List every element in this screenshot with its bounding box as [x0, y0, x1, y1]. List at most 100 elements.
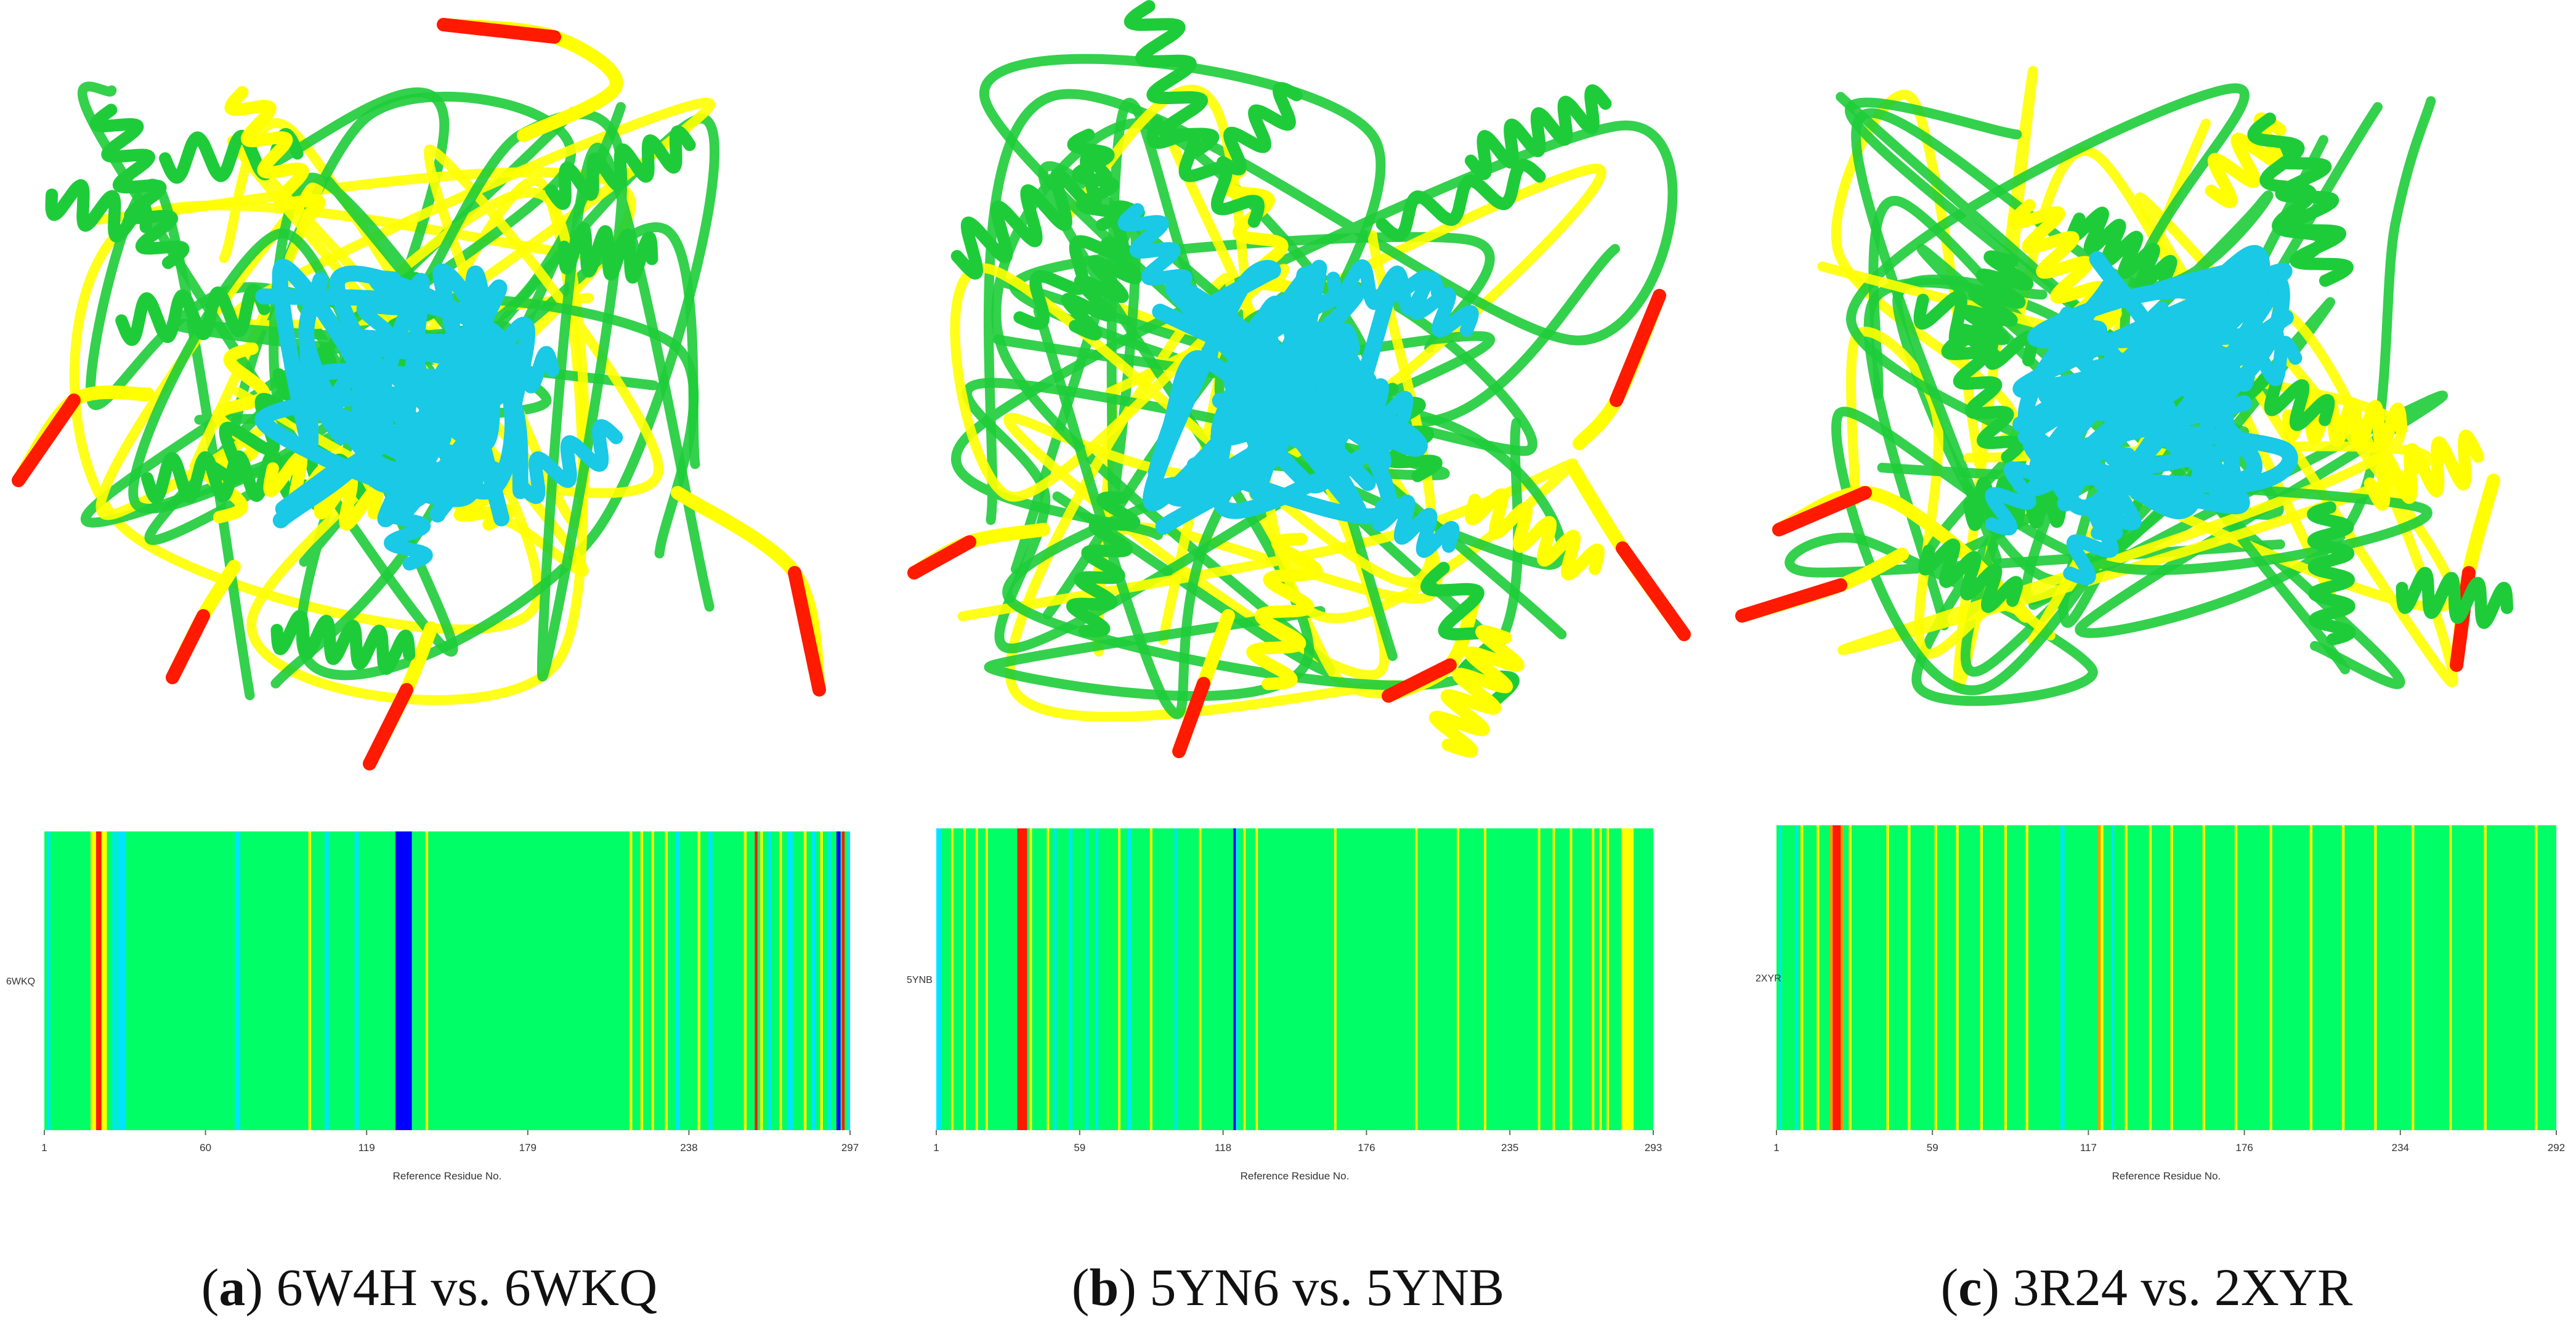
heatmap-band [1908, 825, 1911, 1130]
ribbon-core-helix [379, 469, 433, 571]
heatmap-band [1236, 828, 1239, 1130]
heatmap-band [1415, 828, 1418, 1130]
heatmap-band [363, 831, 366, 1130]
ribbon-helix [1013, 200, 1145, 330]
ribbon-tail-end [1610, 289, 1666, 407]
heatmap-band [1779, 825, 1782, 1130]
heatmap-band [943, 828, 946, 1130]
heatmap-band [425, 831, 429, 1130]
heatmap-band [2100, 825, 2104, 1130]
heatmap-band [2068, 825, 2072, 1130]
heatmap-band [841, 831, 845, 1130]
ribbon-core-helix [1223, 312, 1361, 368]
ribbon-helix [1067, 128, 1124, 232]
heatmap-band [1054, 828, 1057, 1130]
x-tick-label: 297 [841, 1142, 859, 1154]
heatmap-band [1886, 825, 1889, 1130]
x-tick-label: 118 [1215, 1142, 1231, 1154]
ribbon-loop [984, 161, 1620, 701]
ribbon-core-helix [418, 341, 532, 448]
ribbon-helix [224, 86, 326, 224]
caption-text: 6W4H vs. 6WKQ [263, 1258, 658, 1317]
ribbon-core-helix [343, 372, 424, 447]
ribbon-helix [1918, 538, 2023, 613]
ribbon-helix [1066, 491, 1141, 637]
ribbon-core [1210, 264, 1377, 481]
ribbon-core-helix [1386, 270, 1479, 338]
heatmap-band [1569, 828, 1573, 1130]
heatmap-band [1621, 828, 1634, 1130]
ribbon-core [2012, 262, 2293, 469]
heatmap-band [2044, 825, 2047, 1130]
heatmap-band [2060, 825, 2065, 1130]
ribbon-helix [2238, 364, 2335, 431]
heatmap-band [1174, 828, 1177, 1130]
heatmap-band [755, 831, 758, 1130]
heatmap-band [1599, 828, 1602, 1130]
heatmap-band [1037, 828, 1041, 1130]
x-tick-label: 1 [1773, 1142, 1779, 1154]
heatmap-band [2516, 825, 2519, 1130]
heatmap-band [235, 831, 241, 1130]
x-tick-label: 60 [200, 1142, 211, 1154]
panel-b: 5YNB 1 59 118 176 235 293 Reference Residue No.… [859, 0, 1717, 1334]
heatmap-band [118, 831, 126, 1130]
heatmap-band [1579, 828, 1582, 1130]
heatmap-band [1076, 828, 1079, 1130]
heatmap-band [417, 831, 420, 1130]
heatmap-band [768, 831, 771, 1130]
heatmap-band [107, 831, 110, 1130]
ribbon-core-helix [1985, 435, 2056, 536]
heatmap-band [1503, 828, 1506, 1130]
heatmap-band [1117, 828, 1120, 1130]
x-tick-label: 59 [1927, 1142, 1938, 1154]
ribbon-core-helix [1117, 203, 1193, 298]
ribbon-loop [1831, 102, 2432, 695]
heatmap-band [975, 828, 978, 1130]
ribbon-core-helix [514, 419, 623, 504]
heatmap-band [2124, 825, 2128, 1130]
ribbon-loop [962, 378, 1450, 653]
x-tick-label: 176 [2235, 1142, 2253, 1154]
heatmap-band [1096, 828, 1099, 1130]
x-tick-label: 234 [2392, 1142, 2409, 1154]
heatmap-band [1047, 828, 1050, 1130]
caption-letter: b [1089, 1258, 1119, 1317]
heatmap-background [1776, 825, 2556, 1130]
ribbon-core-helix [2052, 306, 2158, 422]
heatmap-band [847, 831, 850, 1130]
ribbon-helix [1429, 625, 1525, 758]
heatmap-band [2535, 825, 2538, 1130]
protein-structure-image [907, 0, 1691, 758]
caption-letter: c [1958, 1258, 1982, 1317]
ribbon-helix [2307, 501, 2356, 646]
heatmap-band [676, 831, 680, 1130]
ribbon-helix [545, 125, 696, 210]
heatmap-ylabel: 2XYR [1756, 974, 1781, 984]
protein-structure-image [12, 18, 826, 770]
deviation-heatmap: 2XYR 1 59 117 176 234 292 Reference Residue No. [1756, 825, 2565, 1182]
deviation-heatmap: 5YNB 1 59 118 176 235 293 Reference Residue No. [907, 828, 1662, 1182]
x-tick-label: 238 [680, 1142, 697, 1154]
heatmap-band [1849, 825, 1852, 1130]
x-tick-label: 1 [41, 1142, 47, 1154]
heatmap-band [335, 831, 339, 1130]
protein-structure-image [1735, 66, 2513, 706]
caption-text: 3R24 vs. 2XYR [1999, 1258, 2353, 1317]
heatmap-ylabel: 6WKQ [6, 977, 35, 987]
ribbon-helix [2282, 392, 2408, 453]
heatmap-band [2111, 825, 2115, 1130]
heatmap-band [2341, 825, 2345, 1130]
heatmap-ylabel: 5YNB [907, 975, 933, 985]
heatmap-band [651, 831, 654, 1130]
ribbon-helix [1913, 290, 2038, 370]
heatmap-band [1934, 825, 1938, 1130]
ribbon-helix [1465, 488, 1605, 581]
ribbon-helix [115, 283, 270, 346]
ribbon-tail-end [166, 609, 210, 684]
heatmap-band [2098, 825, 2101, 1130]
heatmap-band [1606, 828, 1610, 1130]
caption: (c) 3R24 vs. 2XYR [1940, 1258, 2353, 1317]
heatmap-band [1483, 828, 1486, 1130]
heatmap-band [2135, 825, 2139, 1130]
